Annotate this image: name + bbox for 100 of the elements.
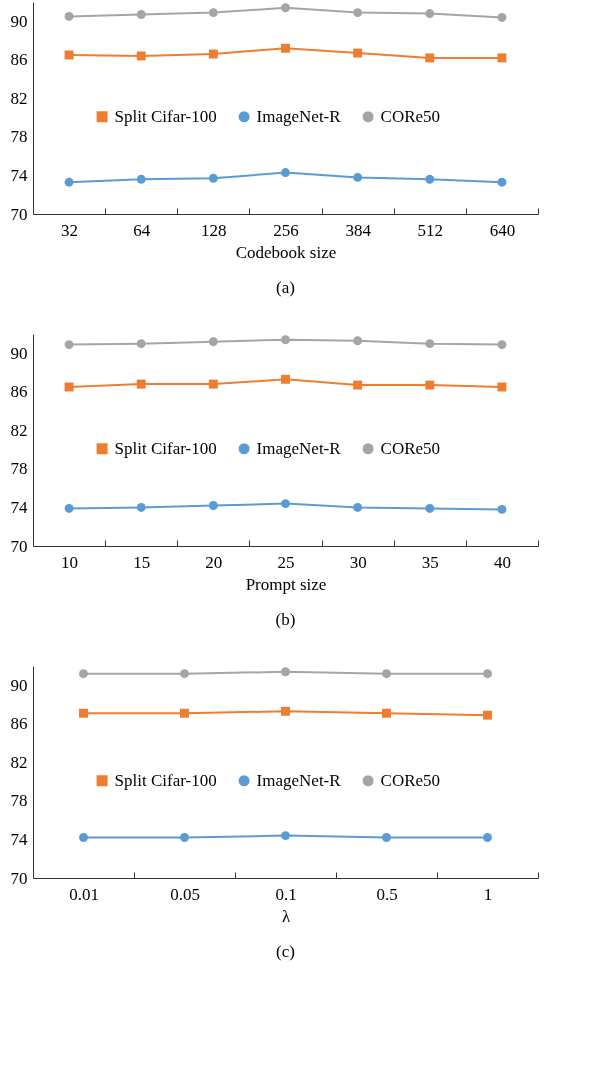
x-axis-title: λ <box>281 906 291 926</box>
legend-label: Split Cifar-100 <box>114 770 217 790</box>
x-tick-label: 0.01 <box>69 884 99 904</box>
point <box>425 174 435 184</box>
point <box>208 8 218 18</box>
point <box>64 50 74 60</box>
point <box>208 501 218 510</box>
point <box>281 706 290 716</box>
point <box>64 382 74 392</box>
y-tick-label: 74 <box>10 165 28 185</box>
point <box>281 374 290 384</box>
y-tick-label: 70 <box>10 868 28 888</box>
x-tick-label: 25 <box>277 552 295 572</box>
legend-label: ImageNet-R <box>256 438 342 458</box>
y-tick-label: 70 <box>10 204 28 224</box>
point <box>353 502 363 512</box>
point <box>353 172 363 182</box>
point <box>208 379 218 389</box>
point <box>497 382 507 392</box>
point <box>497 177 507 187</box>
point <box>483 710 492 720</box>
point <box>281 3 290 13</box>
point <box>79 708 88 718</box>
y-tick-label: 78 <box>10 459 28 479</box>
point <box>497 53 507 63</box>
y-tick-label: 82 <box>10 752 28 772</box>
point <box>136 379 146 389</box>
point <box>180 708 189 718</box>
point <box>136 10 146 19</box>
text: (a) <box>276 278 295 297</box>
point <box>79 669 88 679</box>
point <box>353 380 363 390</box>
x-tick-label: 640 <box>489 220 516 240</box>
point <box>208 49 218 59</box>
y-tick-label: 90 <box>10 343 28 363</box>
point <box>136 51 146 61</box>
point <box>208 173 218 183</box>
x-tick-label: 20 <box>205 552 223 572</box>
text: (b) <box>275 610 296 629</box>
point <box>483 833 492 842</box>
point <box>483 669 492 679</box>
point <box>382 833 391 842</box>
y-tick-label: 90 <box>10 11 28 31</box>
x-axis-title: Prompt size <box>245 574 327 594</box>
legend-label: CORe50 <box>380 770 441 790</box>
point <box>64 503 74 513</box>
point <box>180 669 189 679</box>
x-tick-label: 512 <box>417 220 444 240</box>
x-tick-label: 0.05 <box>170 884 200 904</box>
x-tick-label: 128 <box>201 220 227 240</box>
point <box>281 335 290 345</box>
point <box>281 831 290 841</box>
x-tick-label: 0.1 <box>275 884 297 904</box>
x-axis-title: Codebook size <box>235 242 337 262</box>
point <box>425 503 435 513</box>
x-tick-label: 10 <box>61 552 79 572</box>
point <box>497 504 507 514</box>
point <box>281 499 290 509</box>
y-tick-label: 86 <box>10 50 28 70</box>
point <box>180 833 189 842</box>
point <box>382 708 391 718</box>
legend-label: ImageNet-R <box>256 770 342 790</box>
legend-label: ImageNet-R <box>256 106 342 126</box>
point <box>353 8 363 18</box>
point <box>136 339 146 349</box>
x-tick-label: 256 <box>273 220 299 240</box>
x-tick-label: 64 <box>133 220 151 240</box>
y-tick-label: 70 <box>10 536 28 556</box>
point <box>497 12 507 22</box>
legend-label: Split Cifar-100 <box>114 106 217 126</box>
point <box>136 502 146 512</box>
y-tick-label: 74 <box>10 497 28 517</box>
y-tick-label: 74 <box>10 829 28 849</box>
y-tick-label: 82 <box>10 88 28 108</box>
text: (c) <box>276 942 295 961</box>
x-tick-label: 40 <box>493 552 511 572</box>
legend-label: CORe50 <box>380 438 441 458</box>
x-tick-label: 0.5 <box>376 884 398 904</box>
point <box>353 336 363 346</box>
point <box>425 53 435 63</box>
point <box>425 339 435 349</box>
point <box>136 174 146 184</box>
point <box>64 11 74 21</box>
point <box>79 833 88 842</box>
x-tick-label: 15 <box>133 552 151 572</box>
y-tick-label: 86 <box>10 714 28 734</box>
point <box>281 43 290 53</box>
y-tick-label: 78 <box>10 127 28 147</box>
point <box>64 177 74 187</box>
x-tick-label: 30 <box>349 552 367 572</box>
point <box>64 340 74 350</box>
point <box>497 340 507 350</box>
legend-label: Split Cifar-100 <box>114 438 217 458</box>
point <box>281 168 290 178</box>
point <box>281 667 290 677</box>
y-tick-label: 82 <box>10 420 28 440</box>
y-tick-label: 90 <box>10 675 28 695</box>
point <box>208 337 218 347</box>
point <box>353 48 363 58</box>
y-tick-label: 86 <box>10 382 28 402</box>
